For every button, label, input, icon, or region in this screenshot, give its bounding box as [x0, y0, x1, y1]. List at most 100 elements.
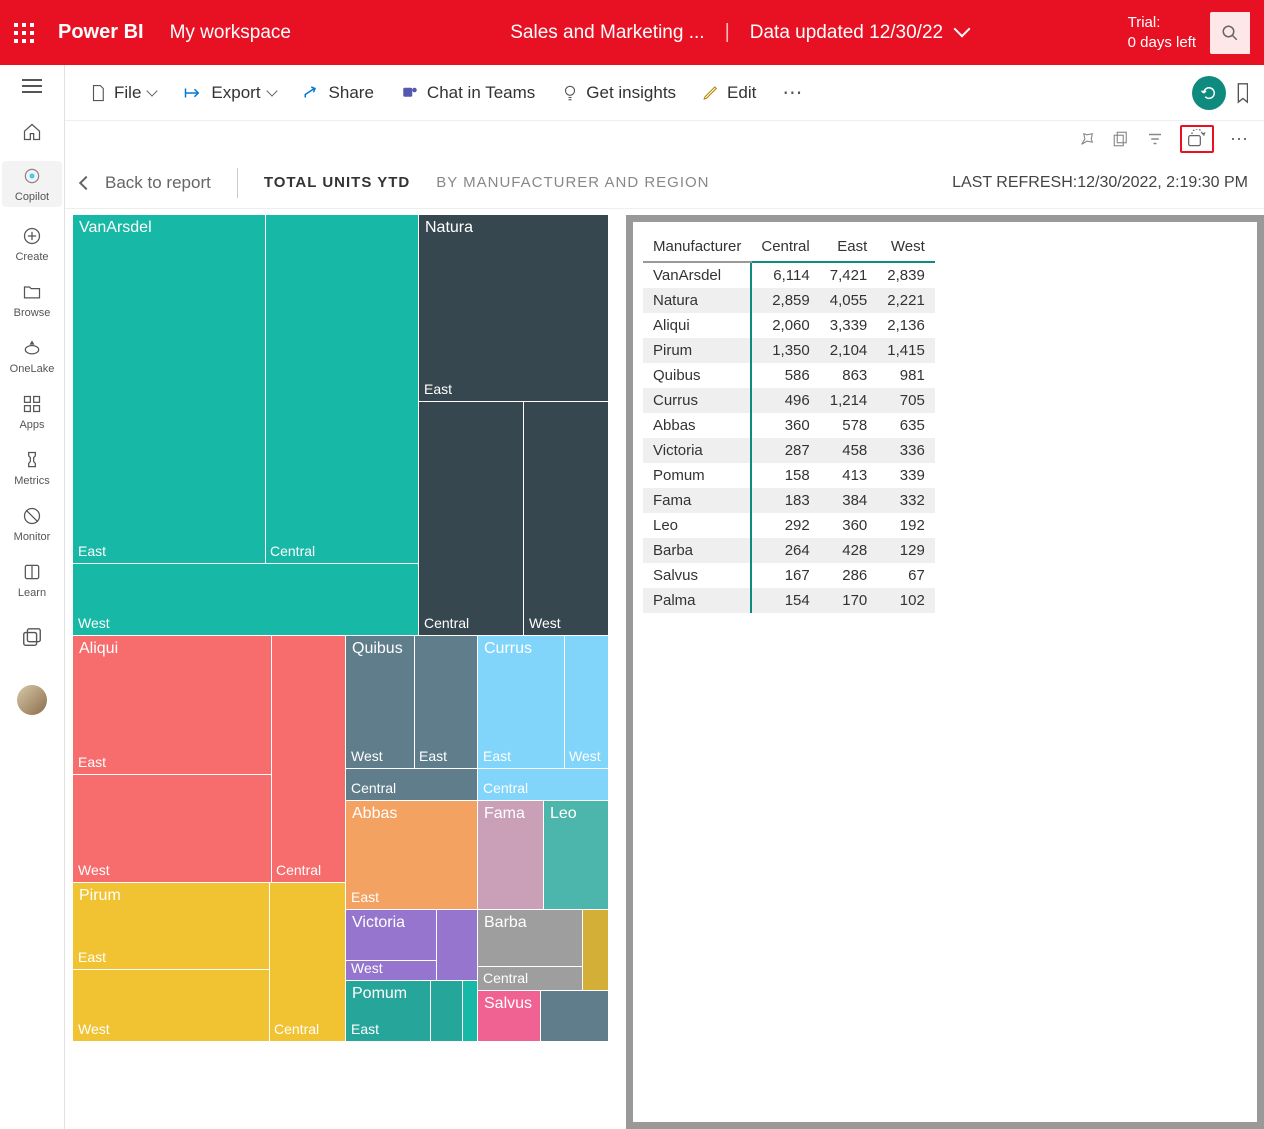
table-cell: 287 — [751, 438, 819, 463]
table-header[interactable]: East — [820, 232, 878, 262]
table-row[interactable]: Currus4961,214705 — [643, 388, 935, 413]
table-header[interactable]: Central — [751, 232, 819, 262]
table-row[interactable]: Aliqui2,0603,3392,136 — [643, 313, 935, 338]
workspace-label[interactable]: My workspace — [170, 22, 291, 44]
treemap-tile[interactable]: PirumEastWestCentral — [73, 883, 345, 1041]
nav-copilot[interactable]: Copilot — [2, 161, 62, 207]
reset-button[interactable] — [1192, 76, 1226, 110]
more-button[interactable]: ⋯ — [774, 74, 810, 111]
table-header[interactable]: West — [877, 232, 935, 262]
table-row[interactable]: Fama183384332 — [643, 488, 935, 513]
table-cell: Palma — [643, 588, 751, 613]
chat-button[interactable]: Chat in Teams — [392, 77, 543, 109]
table-cell: 2,859 — [751, 288, 819, 313]
nav-apps[interactable]: Apps — [2, 393, 62, 431]
treemap-tile[interactable]: CurrusEastWestCentral — [478, 636, 608, 800]
search-button[interactable] — [1210, 12, 1250, 54]
visual-action-bar: ⋯ — [65, 121, 1264, 157]
table-cell: Fama — [643, 488, 751, 513]
nav-monitor[interactable]: Monitor — [2, 505, 62, 543]
treemap-tile[interactable]: PomumEast — [346, 981, 462, 1041]
table-row[interactable]: Victoria287458336 — [643, 438, 935, 463]
file-button[interactable]: File — [81, 77, 164, 109]
brand-label: Power BI — [58, 21, 144, 44]
table-cell: 336 — [877, 438, 935, 463]
treemap-tile[interactable]: BarbaCentral — [478, 910, 582, 990]
table-row[interactable]: Palma154170102 — [643, 588, 935, 613]
export-label: Export — [211, 83, 260, 103]
table-cell: 2,136 — [877, 313, 935, 338]
treemap-region-label: West — [78, 615, 110, 631]
table-cell: 67 — [877, 563, 935, 588]
edit-button[interactable]: Edit — [694, 77, 764, 109]
data-table[interactable]: ManufacturerCentralEastWestVanArsdel6,11… — [633, 222, 1257, 1122]
treemap-tile[interactable] — [541, 991, 608, 1041]
nav-learn[interactable]: Learn — [2, 561, 62, 599]
export-button[interactable]: Export — [174, 77, 283, 109]
file-label: File — [114, 83, 141, 103]
treemap-tile[interactable]: VictoriaWest — [346, 910, 477, 980]
nav-workspaces[interactable] — [2, 627, 62, 649]
nav-metrics[interactable]: Metrics — [2, 449, 62, 487]
treemap-visual[interactable]: VanArsdelEastCentralWestNaturaEastCentra… — [73, 215, 608, 1129]
treemap-tile[interactable] — [463, 981, 477, 1041]
insights-button[interactable]: Get insights — [553, 77, 684, 109]
treemap-tile[interactable]: Salvus — [478, 991, 540, 1041]
table-row[interactable]: VanArsdel6,1147,4212,839 — [643, 262, 935, 288]
treemap-region-label: East — [351, 889, 379, 905]
bookmark-icon-partial[interactable] — [1236, 82, 1248, 104]
treemap-tile[interactable]: Fama — [478, 801, 543, 909]
report-name[interactable]: Sales and Marketing ... — [510, 22, 704, 44]
treemap-tile[interactable]: QuibusWestEastCentral — [346, 636, 477, 800]
table-row[interactable]: Pomum158413339 — [643, 463, 935, 488]
treemap-group-label: Salvus — [484, 995, 532, 1013]
nav-browse[interactable]: Browse — [2, 281, 62, 319]
table-cell: Pomum — [643, 463, 751, 488]
table-row[interactable]: Salvus16728667 — [643, 563, 935, 588]
edit-label: Edit — [727, 83, 756, 103]
treemap-tile[interactable]: VanArsdelEastCentralWest — [73, 215, 418, 635]
copy-icon[interactable] — [1112, 130, 1130, 148]
nav-onelake[interactable]: OneLake — [2, 337, 62, 375]
back-to-report[interactable]: Back to report — [81, 173, 211, 193]
table-row[interactable]: Abbas360578635 — [643, 413, 935, 438]
nav-create[interactable]: Create — [2, 225, 62, 263]
data-updated-button[interactable]: Data updated 12/30/22 — [750, 22, 969, 44]
table-row[interactable]: Pirum1,3502,1041,415 — [643, 338, 935, 363]
app-launcher-icon[interactable] — [14, 23, 34, 43]
table-cell: 4,055 — [820, 288, 878, 313]
nav-toggle-icon[interactable] — [22, 79, 42, 93]
table-header[interactable]: Manufacturer — [643, 232, 751, 262]
table-cell: 292 — [751, 513, 819, 538]
treemap-tile[interactable]: NaturaEastCentralWest — [419, 215, 608, 635]
table-cell: 2,839 — [877, 262, 935, 288]
treemap-region-label: Central — [351, 780, 396, 796]
treemap-tile[interactable] — [583, 910, 608, 990]
table-row[interactable]: Natura2,8594,0552,221 — [643, 288, 935, 313]
switch-visual-highlighted[interactable] — [1180, 125, 1214, 153]
table-cell: 183 — [751, 488, 819, 513]
table-row[interactable]: Quibus586863981 — [643, 363, 935, 388]
table-cell: 496 — [751, 388, 819, 413]
pin-icon[interactable] — [1078, 130, 1096, 148]
treemap-region-label: East — [78, 754, 106, 770]
nav-onelake-label: OneLake — [10, 363, 55, 375]
treemap-tile[interactable]: AliquiEastWestCentral — [73, 636, 345, 882]
share-button[interactable]: Share — [294, 77, 382, 109]
treemap-tile[interactable]: AbbasEast — [346, 801, 477, 909]
table-cell: Leo — [643, 513, 751, 538]
table-row[interactable]: Barba264428129 — [643, 538, 935, 563]
table-cell: 1,415 — [877, 338, 935, 363]
filter-icon[interactable] — [1146, 130, 1164, 148]
data-updated-label: Data updated 12/30/22 — [750, 22, 943, 43]
table-row[interactable]: Leo292360192 — [643, 513, 935, 538]
more-actions-icon[interactable]: ⋯ — [1230, 129, 1248, 150]
treemap-region-label: Central — [274, 1021, 319, 1037]
table-cell: Aliqui — [643, 313, 751, 338]
table-cell: 339 — [877, 463, 935, 488]
trial-info[interactable]: Trial: 0 days left — [1128, 13, 1196, 52]
treemap-tile[interactable]: Leo — [544, 801, 608, 909]
nav-home[interactable] — [2, 121, 62, 143]
user-avatar[interactable] — [17, 685, 47, 715]
treemap-group-label: Fama — [484, 805, 525, 823]
